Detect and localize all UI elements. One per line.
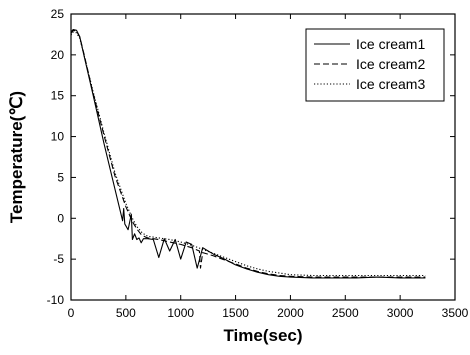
series-line-1 — [70, 28, 426, 279]
legend-box — [305, 28, 445, 102]
x-tick-label: 2000 — [277, 306, 304, 320]
legend-label-2: Ice cream2 — [356, 56, 425, 72]
x-tick-label: 1000 — [167, 306, 194, 320]
x-tick-label: 0 — [68, 306, 75, 320]
y-tick-label: -5 — [53, 252, 64, 266]
x-tick-label: 3000 — [387, 306, 414, 320]
x-tick-label: 500 — [116, 306, 136, 320]
legend: Ice cream1 Ice cream2 Ice cream3 — [305, 28, 445, 102]
y-tick-label: 20 — [51, 48, 65, 62]
y-tick-label: 5 — [57, 170, 64, 184]
x-tick-label: 3500 — [442, 306, 469, 320]
y-tick-label: 25 — [51, 7, 65, 21]
y-tick-label: 10 — [51, 130, 65, 144]
x-tick-label: 1500 — [222, 306, 249, 320]
series-line-2 — [70, 29, 426, 278]
y-axis-title: Temperature(℃) — [7, 91, 26, 223]
plot-frame — [70, 13, 456, 301]
x-tick-label: 2500 — [332, 306, 359, 320]
ticks: 0 500 1000 1500 2000 2500 3000 3500 -10 -5 0 5 10 15 2… — [47, 7, 469, 320]
plot-marks — [70, 28, 426, 279]
y-tick-label: -10 — [47, 293, 65, 307]
legend-label-1: Ice cream1 — [356, 36, 425, 52]
y-tick-label: 0 — [57, 211, 64, 225]
legend-label-3: Ice cream3 — [356, 76, 425, 92]
x-axis-title: Time(sec) — [223, 326, 302, 345]
y-tick-label: 15 — [51, 89, 65, 103]
